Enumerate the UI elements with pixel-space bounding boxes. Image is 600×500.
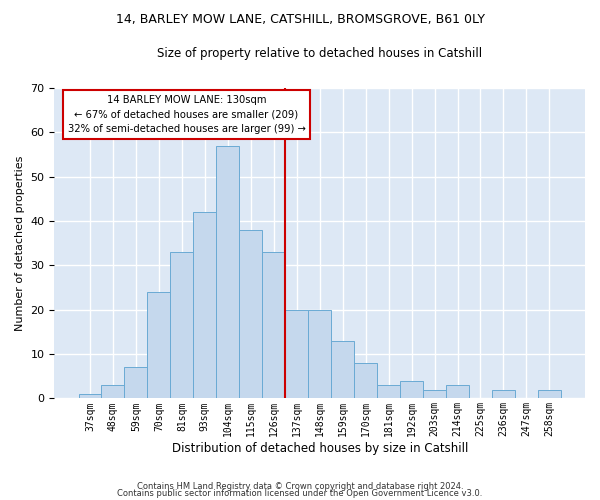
Bar	[148, 292, 170, 399]
Bar	[423, 390, 446, 398]
Title: Size of property relative to detached houses in Catshill: Size of property relative to detached ho…	[157, 48, 482, 60]
Bar	[308, 310, 331, 398]
Text: 14, BARLEY MOW LANE, CATSHILL, BROMSGROVE, B61 0LY: 14, BARLEY MOW LANE, CATSHILL, BROMSGROV…	[115, 12, 485, 26]
Text: 14 BARLEY MOW LANE: 130sqm
← 67% of detached houses are smaller (209)
32% of sem: 14 BARLEY MOW LANE: 130sqm ← 67% of deta…	[68, 94, 305, 134]
Bar	[79, 394, 101, 398]
Bar	[193, 212, 217, 398]
Y-axis label: Number of detached properties: Number of detached properties	[15, 156, 25, 331]
Bar	[262, 252, 285, 398]
Bar	[217, 146, 239, 398]
X-axis label: Distribution of detached houses by size in Catshill: Distribution of detached houses by size …	[172, 442, 468, 455]
Bar	[101, 385, 124, 398]
Bar	[492, 390, 515, 398]
Bar	[285, 310, 308, 398]
Bar	[331, 341, 354, 398]
Bar	[124, 368, 148, 398]
Bar	[170, 252, 193, 398]
Bar	[400, 380, 423, 398]
Bar	[239, 230, 262, 398]
Bar	[538, 390, 561, 398]
Bar	[446, 385, 469, 398]
Text: Contains HM Land Registry data © Crown copyright and database right 2024.: Contains HM Land Registry data © Crown c…	[137, 482, 463, 491]
Bar	[354, 363, 377, 398]
Text: Contains public sector information licensed under the Open Government Licence v3: Contains public sector information licen…	[118, 489, 482, 498]
Bar	[377, 385, 400, 398]
